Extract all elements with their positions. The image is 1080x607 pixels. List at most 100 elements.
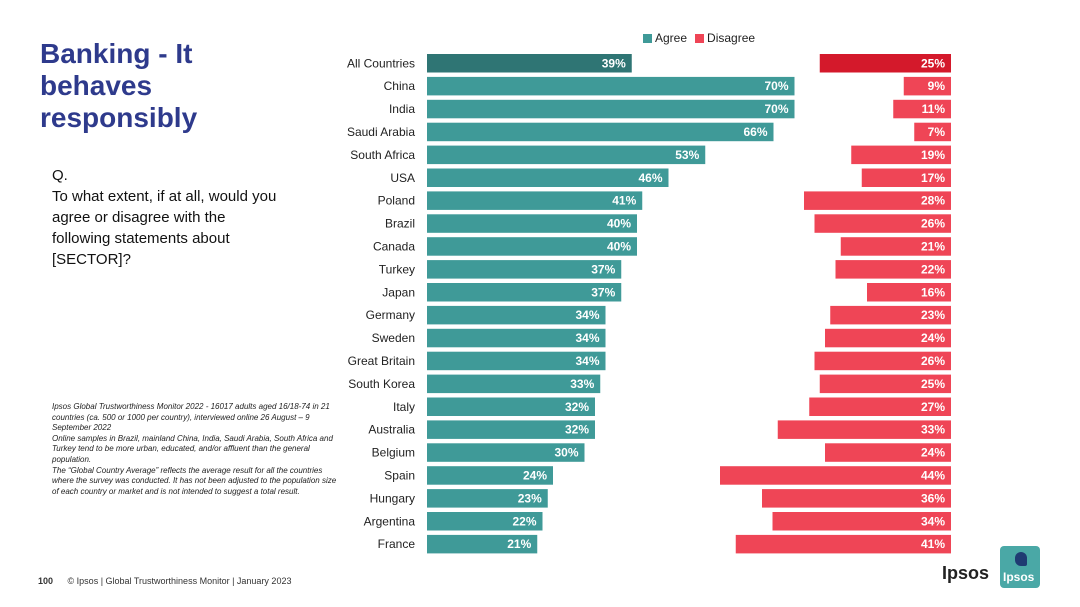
disagree-value-label: 26% — [921, 217, 945, 231]
disagree-value-label: 17% — [921, 171, 945, 185]
disagree-bar — [893, 99, 951, 119]
agree-bar — [427, 260, 622, 279]
agree-bar — [427, 76, 795, 96]
agree-bar — [427, 237, 637, 256]
methodology-note: Ipsos Global Trustworthiness Monitor 202… — [52, 402, 337, 497]
agree-bar — [427, 534, 538, 554]
chart-legend: Agree Disagree — [643, 31, 755, 45]
category-label: India — [389, 102, 415, 116]
agree-bar — [427, 374, 601, 394]
disagree-bar — [772, 512, 951, 531]
category-label: All Countries — [347, 56, 415, 70]
agree-value-label: 40% — [607, 239, 631, 253]
disagree-bar — [830, 305, 951, 325]
category-label: Spain — [384, 468, 415, 482]
disagree-value-label: 26% — [921, 354, 945, 368]
disagree-value-label: 27% — [921, 400, 945, 414]
disagree-bar — [814, 214, 951, 233]
footer: 100 © Ipsos | Global Trustworthiness Mon… — [38, 576, 291, 586]
disagree-value-label: 28% — [921, 194, 945, 208]
disagree-bar — [819, 374, 951, 394]
disagree-bar — [735, 534, 951, 554]
page-number: 100 — [38, 576, 54, 586]
agree-value-label: 37% — [591, 262, 615, 276]
disagree-bar — [851, 145, 951, 165]
agree-bar — [427, 99, 795, 119]
ipsos-logo-icon: Ipsos — [1000, 546, 1040, 588]
disagree-value-label: 21% — [921, 239, 945, 253]
disagree-bar — [804, 191, 951, 210]
agree-value-label: 37% — [591, 285, 615, 299]
agree-value-label: 41% — [612, 194, 636, 208]
disagree-bar — [835, 260, 951, 279]
category-label: South Korea — [348, 377, 415, 391]
agree-value-label: 24% — [523, 468, 547, 482]
agree-bar — [427, 420, 595, 439]
category-label: Poland — [378, 194, 415, 208]
legend-item-agree: Agree — [643, 31, 687, 45]
disagree-value-label: 9% — [928, 79, 946, 93]
agree-value-label: 40% — [607, 217, 631, 231]
legend-item-disagree: Disagree — [695, 31, 755, 45]
agree-value-label: 33% — [570, 377, 594, 391]
disagree-bar — [777, 420, 951, 439]
agree-bar — [427, 191, 643, 210]
disagree-bar — [861, 168, 951, 187]
agree-bar — [427, 168, 669, 187]
agree-bar — [427, 214, 637, 233]
disagree-bar — [867, 283, 951, 302]
agree-value-label: 34% — [575, 331, 599, 345]
agree-bar — [427, 466, 553, 485]
agree-bar — [427, 283, 622, 302]
disagree-bar — [819, 54, 951, 73]
category-label: Great Britain — [348, 354, 415, 368]
logo-mark — [1015, 552, 1027, 566]
agree-bar — [427, 54, 632, 73]
agree-bar — [427, 145, 706, 165]
ipsos-wordmark: Ipsos — [942, 563, 990, 583]
disagree-value-label: 44% — [921, 468, 945, 482]
agree-value-label: 39% — [602, 56, 626, 70]
category-label: Italy — [393, 400, 415, 414]
agree-value-label: 34% — [575, 308, 599, 322]
disagree-value-label: 36% — [921, 491, 945, 505]
agree-bar — [427, 512, 543, 531]
agree-value-label: 23% — [518, 491, 542, 505]
disagree-bar — [914, 122, 951, 142]
category-label: Brazil — [385, 217, 415, 231]
disagree-value-label: 11% — [922, 102, 946, 116]
disagree-bar — [814, 351, 951, 371]
disagree-value-label: 16% — [921, 285, 945, 299]
agree-value-label: 46% — [638, 171, 662, 185]
category-label: USA — [390, 171, 415, 185]
category-label: France — [378, 537, 416, 551]
agree-bar — [427, 489, 548, 508]
disagree-value-label: 24% — [921, 331, 945, 345]
agree-value-label: 70% — [764, 79, 788, 93]
agree-value-label: 21% — [507, 537, 531, 551]
note-line: The “Global Country Average” reflects th… — [52, 465, 337, 496]
disagree-bar — [825, 328, 951, 348]
survey-question: Q. To what extent, if at all, would you … — [52, 165, 282, 270]
disagree-bar — [720, 466, 951, 485]
category-label: Argentina — [364, 514, 416, 528]
legend-swatch-disagree — [695, 33, 705, 43]
agree-value-label: 32% — [565, 423, 589, 437]
logo-box-text: Ipsos — [1003, 570, 1035, 584]
disagree-bar — [825, 443, 951, 462]
disagree-bar — [903, 76, 951, 96]
disagree-value-label: 25% — [921, 56, 945, 70]
question-text: To what extent, if at all, would you agr… — [52, 188, 277, 268]
legend-label-agree: Agree — [655, 31, 688, 45]
agree-value-label: 66% — [743, 125, 767, 139]
disagree-value-label: 22% — [921, 262, 945, 276]
question-prefix: Q. — [52, 167, 68, 184]
category-label: China — [384, 79, 416, 93]
footer-text: © Ipsos | Global Trustworthiness Monitor… — [67, 576, 292, 586]
category-label: Saudi Arabia — [347, 125, 415, 139]
agree-bar — [427, 305, 606, 325]
disagree-value-label: 25% — [921, 377, 945, 391]
disagree-bar — [809, 397, 951, 416]
category-label: Hungary — [370, 491, 415, 505]
category-label: Turkey — [379, 262, 415, 276]
